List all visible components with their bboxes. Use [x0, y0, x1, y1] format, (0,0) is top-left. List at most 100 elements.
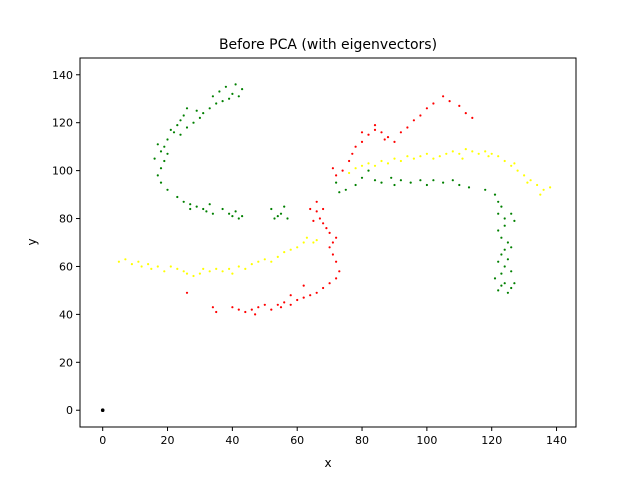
data-point-red — [215, 310, 218, 314]
data-point-red — [331, 167, 334, 170]
data-point-green — [198, 116, 201, 119]
data-point-green — [202, 112, 205, 115]
data-point-red — [276, 303, 279, 306]
data-point-yellow — [526, 181, 529, 184]
data-point-green — [503, 217, 506, 220]
data-point-yellow — [367, 162, 370, 165]
x-tick-label: 100 — [416, 434, 437, 447]
data-point-yellow — [147, 263, 150, 266]
data-point-yellow — [228, 267, 231, 270]
data-point-yellow — [477, 152, 480, 155]
data-point-yellow — [393, 157, 396, 160]
data-point-red — [231, 306, 234, 309]
data-point-red — [341, 169, 344, 172]
data-point-yellow — [354, 167, 357, 170]
data-point-green — [231, 92, 234, 95]
data-point-green — [205, 210, 208, 213]
data-point-red — [354, 145, 357, 148]
data-point-yellow — [192, 274, 195, 278]
data-point-green — [500, 284, 503, 287]
data-point-green — [497, 229, 500, 232]
data-point-green — [409, 181, 412, 184]
data-point-green — [159, 167, 163, 170]
data-point-yellow — [523, 174, 526, 177]
data-point-yellow — [140, 265, 143, 268]
data-point-red — [351, 152, 354, 155]
data-point-green — [510, 270, 513, 273]
data-point-green — [497, 289, 500, 292]
x-tick-label: 140 — [546, 434, 567, 447]
data-point-yellow — [208, 270, 211, 273]
data-point-red — [393, 140, 396, 143]
data-point-green — [286, 217, 289, 220]
data-point-red — [328, 231, 331, 234]
data-point-yellow — [283, 251, 286, 254]
data-point-green — [179, 133, 182, 136]
data-point-yellow — [137, 260, 140, 263]
data-point-green — [393, 183, 396, 187]
x-tick-label: 60 — [290, 434, 304, 447]
data-point-green — [503, 224, 506, 227]
data-point-green — [354, 183, 357, 187]
data-point-yellow — [276, 255, 279, 258]
data-point-green — [208, 203, 211, 206]
data-point-red — [335, 174, 338, 177]
y-axis-ticks: 0 20 40 60 80 100 120 140 — [52, 69, 80, 417]
data-point-green — [500, 205, 503, 208]
data-point-green — [195, 205, 198, 208]
data-point-green — [195, 109, 198, 112]
data-point-green — [497, 260, 500, 263]
data-point-red — [289, 294, 292, 297]
data-point-yellow — [503, 159, 506, 163]
data-point-yellow — [231, 272, 234, 275]
data-point-red — [237, 308, 240, 311]
data-point-green — [432, 179, 435, 182]
data-point-red — [263, 303, 266, 306]
data-point-green — [185, 107, 189, 110]
x-tick-label: 20 — [161, 434, 175, 447]
data-point-yellow — [461, 157, 464, 160]
data-point-yellow — [513, 162, 516, 165]
x-axis-ticks: 0 20 40 60 80 100 120 140 — [99, 427, 567, 447]
data-point-red — [383, 138, 386, 141]
data-point-green — [390, 176, 393, 179]
data-point-green — [211, 95, 214, 98]
data-point-green — [189, 203, 192, 206]
x-tick-label: 80 — [355, 434, 369, 447]
data-point-green — [237, 217, 240, 220]
data-point-green — [510, 246, 513, 249]
data-point-yellow — [169, 265, 172, 268]
data-point-yellow — [510, 164, 513, 167]
data-point-red — [322, 207, 325, 211]
data-point-red — [432, 102, 435, 105]
data-point-green — [503, 282, 506, 285]
data-point-green — [166, 152, 169, 155]
data-point-red — [425, 107, 428, 110]
x-tick-label: 40 — [225, 434, 239, 447]
data-point-yellow — [263, 258, 266, 261]
data-point-green — [373, 179, 377, 182]
data-point-yellow — [438, 155, 441, 158]
data-point-red — [257, 306, 260, 309]
data-point-yellow — [458, 152, 461, 155]
data-point-green — [493, 193, 497, 196]
data-point-red — [331, 241, 334, 244]
data-point-red — [373, 124, 377, 127]
y-tick-label: 40 — [59, 308, 73, 321]
data-point-green — [159, 181, 163, 184]
data-point-green — [215, 102, 218, 105]
data-point-green — [497, 212, 500, 215]
data-point-green — [503, 248, 506, 251]
data-point-red — [380, 131, 383, 134]
data-point-green — [237, 95, 240, 98]
data-point-yellow — [516, 169, 519, 172]
data-point-red — [302, 284, 305, 287]
data-point-green — [228, 97, 231, 100]
data-point-red — [279, 306, 283, 309]
data-point-green — [335, 181, 338, 184]
data-point-yellow — [529, 179, 532, 182]
data-point-green — [276, 215, 279, 218]
data-point-green — [458, 183, 461, 187]
data-point-red — [318, 217, 321, 220]
data-point-yellow — [464, 148, 467, 151]
